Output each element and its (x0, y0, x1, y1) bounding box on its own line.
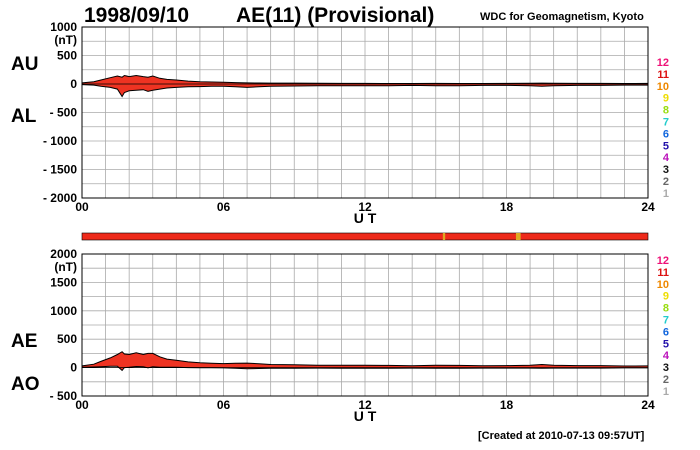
y-tick-label: 1000 (50, 20, 77, 34)
x-tick-label: 00 (75, 200, 89, 214)
y-tick-label: 1000 (50, 304, 77, 318)
data-source: WDC for Geomagnetism, Kyoto (480, 11, 644, 23)
station-count-label: 7 (663, 315, 669, 327)
station-count-label: 11 (657, 267, 669, 279)
chart-title: AE(11) (Provisional) (236, 4, 435, 27)
series-label-ao: AO (11, 374, 40, 395)
y-tick-label: - 500 (50, 106, 78, 120)
station-count-label: 10 (657, 81, 669, 93)
y-tick-label: 500 (57, 49, 77, 63)
x-tick-label: 24 (641, 398, 655, 412)
y-tick-label: - 1500 (43, 163, 77, 177)
station-count-label: 12 (657, 57, 669, 69)
series-line-au (81, 74, 649, 85)
x-tick-label: 06 (217, 200, 231, 214)
quality-bar-segment (515, 233, 521, 240)
unit-label: (nT) (54, 260, 77, 274)
station-count-label: 5 (663, 338, 669, 350)
station-count-label: 3 (663, 164, 669, 176)
x-tick-label: 24 (641, 200, 655, 214)
quality-bar-segment (442, 233, 446, 240)
quality-bar-base (81, 232, 649, 241)
x-tick-label: 18 (500, 200, 514, 214)
station-count-label: 9 (663, 93, 669, 105)
series-label-al: AL (11, 106, 37, 127)
y-tick-label: 2000 (50, 247, 77, 261)
series-label-au: AU (11, 54, 38, 75)
station-count-label: 4 (663, 350, 670, 362)
x-tick-label: 12 (358, 200, 372, 214)
created-timestamp: [Created at 2010-07-13 09:57UT] (478, 430, 645, 442)
station-count-label: 10 (657, 279, 669, 291)
station-count-label: 9 (663, 291, 669, 303)
x-axis-label: U T (354, 210, 377, 226)
x-tick-label: 00 (75, 398, 89, 412)
x-axis-label: U T (354, 408, 377, 424)
chart-panel-1: - 2000 - 1500 - 1000 - 500 0 500 1000(nT) 00 06 1… (11, 20, 670, 226)
station-count-label: 8 (663, 105, 669, 117)
x-tick-label: 06 (217, 398, 231, 412)
station-count-label: 2 (663, 176, 669, 188)
station-count-label: 11 (657, 69, 669, 81)
series-label-ae: AE (11, 331, 37, 352)
station-count-label: 1 (663, 386, 669, 398)
unit-label: (nT) (54, 33, 77, 47)
y-tick-label: 500 (57, 332, 77, 346)
station-count-label: 2 (663, 374, 669, 386)
station-count-label: 8 (663, 303, 669, 315)
series-envelope-fill (82, 75, 648, 97)
series-line-ae (81, 351, 649, 367)
station-quality-bar (81, 232, 649, 241)
x-tick-label: 18 (500, 398, 514, 412)
y-tick-label: - 500 (50, 389, 78, 403)
station-count-label: 7 (663, 117, 669, 129)
y-tick-label: - 2000 (43, 191, 77, 205)
y-tick-label: - 1000 (43, 134, 77, 148)
station-count-label: 3 (663, 362, 669, 374)
x-tick-label: 12 (358, 398, 372, 412)
station-count-label: 5 (663, 140, 669, 152)
station-count-label: 4 (663, 152, 670, 164)
y-tick-label: 0 (70, 77, 77, 91)
plot-frame (81, 253, 649, 397)
y-tick-label: 0 (70, 361, 77, 375)
plot-frame (81, 26, 649, 199)
station-count-label: 1 (663, 188, 669, 200)
station-count-label: 6 (663, 128, 669, 140)
chart-date: 1998/09/10 (84, 4, 190, 27)
station-count-label: 12 (657, 255, 669, 267)
y-tick-label: 1500 (50, 275, 77, 289)
series-line-al (81, 84, 648, 98)
station-count-label: 6 (663, 326, 669, 338)
